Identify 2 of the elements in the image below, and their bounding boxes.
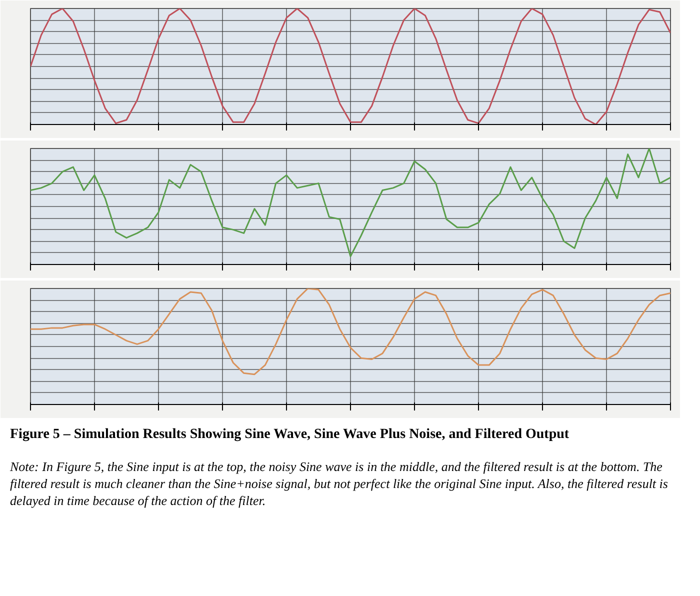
text: Figure 5 – Simulation Results Showing Sine Wave, Sine Wave Plus Noise, and Filtered Output (10, 426, 570, 444)
text: Note: In Figure 5, the Sine input is at the top, the noisy Sine wave is in the middle, and the filtered result is at the bottom. The filtered result is much cleaner than the Sine+noise signal, but not perfect like the original Sine input. Also, the filtered result is delayed in time because of the action of the filter. (10, 459, 669, 510)
